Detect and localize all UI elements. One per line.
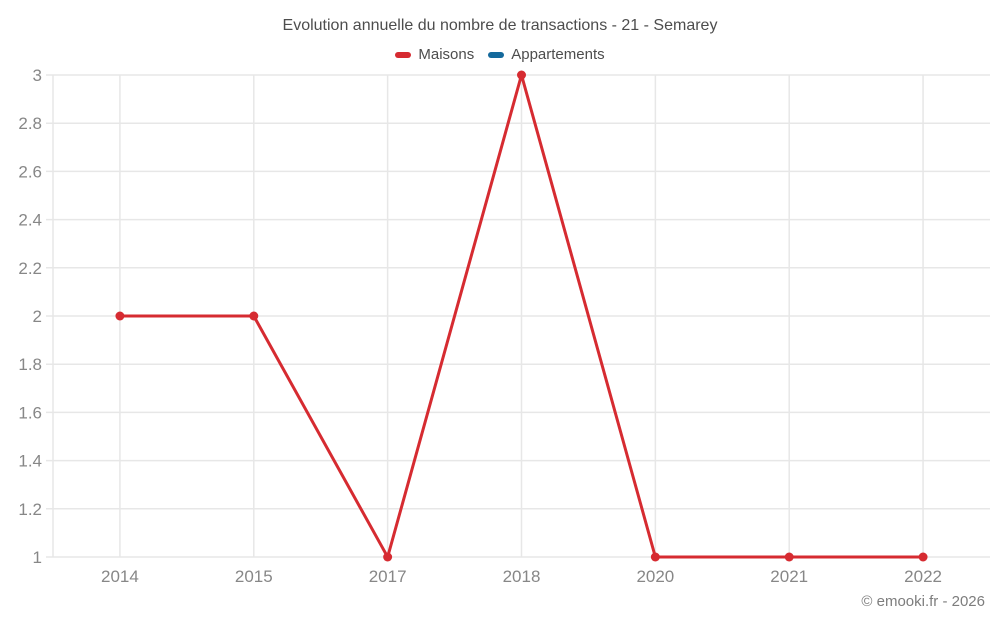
y-axis-tick-label: 1.8 — [18, 355, 42, 374]
x-axis-tick-label: 2021 — [770, 567, 808, 586]
x-axis-tick-label: 2017 — [369, 567, 407, 586]
maisons-data-point-2015[interactable] — [249, 311, 259, 321]
y-axis-tick-label: 1.6 — [18, 403, 42, 422]
maisons-series-swatch-icon — [395, 51, 412, 58]
maisons-data-point-2014[interactable] — [115, 311, 125, 321]
copyright-notice: © emooki.fr - 2026 — [861, 593, 985, 610]
appartements-series-swatch-icon — [488, 51, 505, 58]
x-axis-tick-label: 2014 — [101, 567, 139, 586]
maisons-data-point-2017[interactable] — [383, 552, 393, 562]
legend-item-appartements[interactable]: Appartements — [488, 46, 605, 63]
y-axis-tick-label: 2.6 — [18, 162, 42, 181]
legend-label-appartements: Appartements — [511, 46, 605, 63]
y-axis-tick-label: 2.2 — [18, 259, 42, 278]
y-axis-tick-label: 1.2 — [18, 500, 42, 519]
legend-item-maisons[interactable]: Maisons — [395, 46, 474, 63]
x-axis-tick-label: 2015 — [235, 567, 273, 586]
x-axis-tick-label: 2020 — [636, 567, 674, 586]
y-axis-tick-label: 1 — [33, 548, 42, 567]
chart-title: Evolution annuelle du nombre de transact… — [282, 17, 718, 34]
y-axis-tick-label: 1.4 — [18, 452, 42, 471]
x-axis-tick-label: 2018 — [503, 567, 541, 586]
chart-legend: Maisons Appartements — [0, 46, 1000, 63]
legend-label-maisons: Maisons — [418, 46, 475, 63]
maisons-data-point-2020[interactable] — [650, 552, 660, 562]
maisons-data-point-2018[interactable] — [517, 70, 526, 80]
maisons-data-point-2021[interactable] — [784, 552, 794, 562]
y-axis-tick-label: 3 — [33, 66, 42, 85]
y-axis-tick-label: 2 — [33, 307, 42, 326]
x-axis-tick-label: 2022 — [904, 567, 942, 586]
y-axis-tick-label: 2.4 — [18, 211, 42, 230]
y-axis-tick-label: 2.8 — [18, 114, 42, 133]
maisons-data-point-2022[interactable] — [918, 552, 928, 562]
